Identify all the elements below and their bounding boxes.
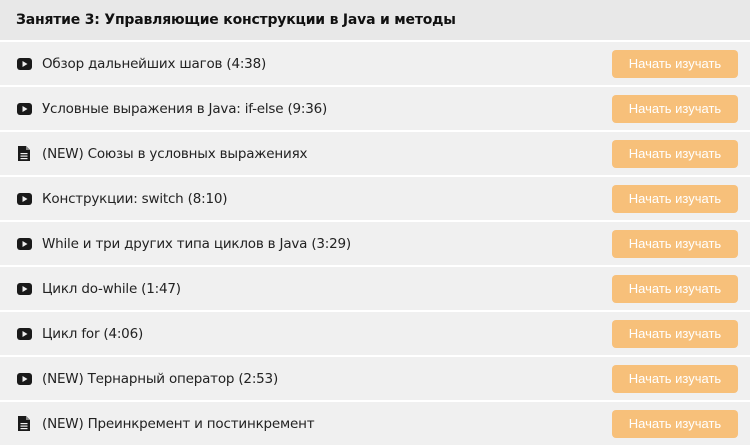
lesson-row: Цикл do-while (1:47) Начать изучать (0, 267, 750, 312)
lesson-row: (NEW) Тернарный оператор (2:53) Начать и… (0, 357, 750, 402)
start-lesson-button[interactable]: Начать изучать (612, 94, 738, 123)
lesson-row: Цикл for (4:06) Начать изучать (0, 312, 750, 357)
lesson-title: (NEW) Тернарный оператор (2:53) (42, 370, 279, 387)
lesson-title: Цикл do-while (1:47) (42, 280, 181, 297)
lesson-row: Обзор дальнейших шагов (4:38) Начать изу… (0, 42, 750, 87)
lesson-title: Конструкции: switch (8:10) (42, 190, 228, 207)
play-video-icon (16, 282, 32, 296)
lesson-title: While и три других типа циклов в Java (3… (42, 235, 351, 252)
lesson-title: Условные выражения в Java: if-else (9:36… (42, 100, 328, 117)
start-lesson-button[interactable]: Начать изучать (612, 409, 738, 438)
document-icon (16, 146, 32, 161)
lesson-title: (NEW) Преинкремент и постинкремент (42, 415, 315, 432)
play-video-icon (16, 102, 32, 116)
document-icon (16, 416, 32, 431)
play-video-icon (16, 237, 32, 251)
section-title: Занятие 3: Управляющие конструкции в Jav… (16, 12, 456, 28)
lesson-list: Обзор дальнейших шагов (4:38) Начать изу… (0, 42, 750, 447)
lesson-title: Цикл for (4:06) (42, 325, 144, 342)
start-lesson-button[interactable]: Начать изучать (612, 229, 738, 258)
play-video-icon (16, 327, 32, 341)
lesson-title: Обзор дальнейших шагов (4:38) (42, 55, 267, 72)
play-video-icon (16, 57, 32, 71)
start-lesson-button[interactable]: Начать изучать (612, 139, 738, 168)
start-lesson-button[interactable]: Начать изучать (612, 364, 738, 393)
play-video-icon (16, 192, 32, 206)
lesson-row: While и три других типа циклов в Java (3… (0, 222, 750, 267)
lesson-title: (NEW) Союзы в условных выражениях (42, 145, 308, 162)
lesson-row: Конструкции: switch (8:10) Начать изучат… (0, 177, 750, 222)
lesson-row: (NEW) Преинкремент и постинкремент Начат… (0, 402, 750, 447)
start-lesson-button[interactable]: Начать изучать (612, 274, 738, 303)
lesson-row: Условные выражения в Java: if-else (9:36… (0, 87, 750, 132)
play-video-icon (16, 372, 32, 386)
section-header: Занятие 3: Управляющие конструкции в Jav… (0, 0, 750, 42)
start-lesson-button[interactable]: Начать изучать (612, 49, 738, 78)
lesson-row: (NEW) Союзы в условных выражениях Начать… (0, 132, 750, 177)
start-lesson-button[interactable]: Начать изучать (612, 184, 738, 213)
start-lesson-button[interactable]: Начать изучать (612, 319, 738, 348)
